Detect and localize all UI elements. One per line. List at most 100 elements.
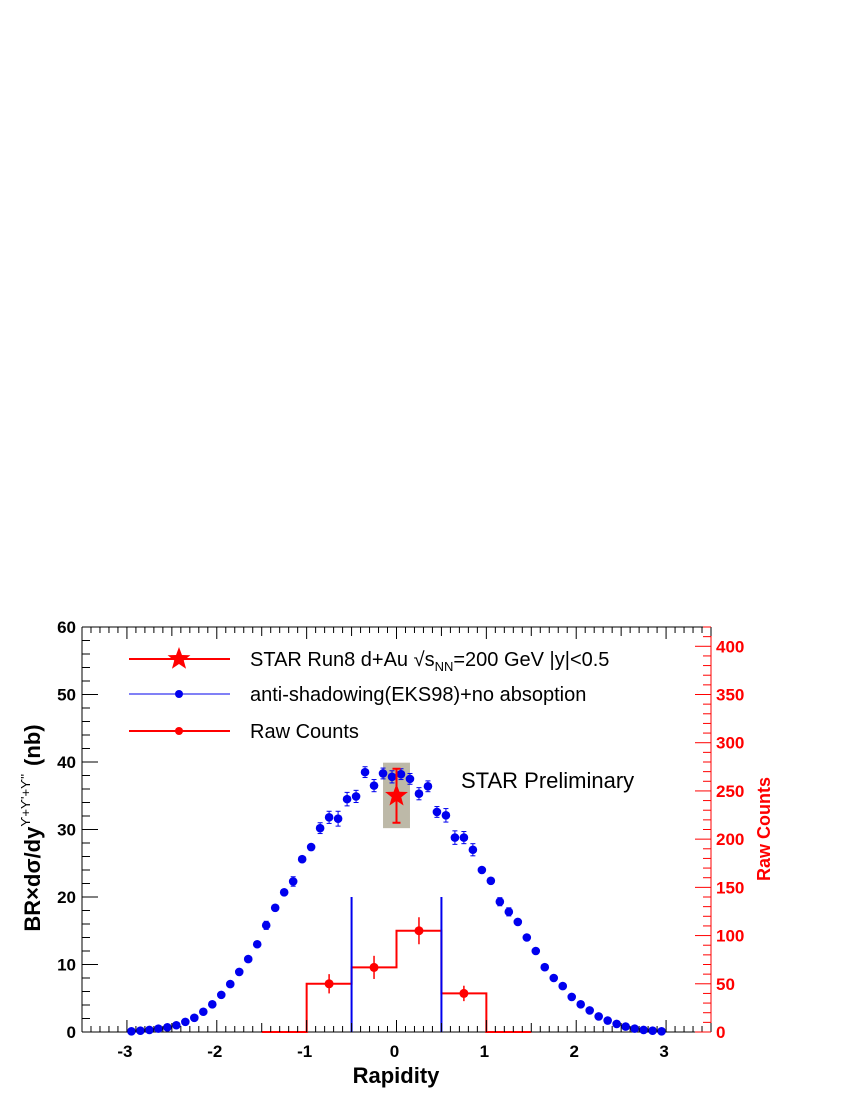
model-point xyxy=(450,833,460,842)
model-point xyxy=(333,814,343,823)
model-point xyxy=(459,833,469,842)
model-point xyxy=(243,954,253,964)
model-point xyxy=(558,981,568,991)
model-point xyxy=(549,973,559,983)
legend-marker-star xyxy=(167,647,191,669)
model-point xyxy=(468,845,478,855)
y2-tick-label: 250 xyxy=(716,782,744,801)
raw-counts-point xyxy=(369,962,379,972)
model-point xyxy=(172,1020,181,1030)
model-point xyxy=(639,1025,648,1035)
model-point xyxy=(288,877,298,886)
annotation-star-preliminary: STAR Preliminary xyxy=(461,768,634,793)
model-point xyxy=(495,897,505,907)
model-point xyxy=(163,1022,172,1032)
model-point xyxy=(648,1026,657,1035)
model-point xyxy=(351,792,361,801)
y2-tick-label: 50 xyxy=(716,975,735,994)
model-series xyxy=(127,766,666,1036)
legend-marker-raw xyxy=(175,727,183,735)
x-tick-label: 0 xyxy=(390,1042,399,1061)
y2-tick-label: 200 xyxy=(716,830,744,849)
raw-counts-point xyxy=(324,979,334,989)
raw-counts-histogram xyxy=(261,917,532,1033)
y-tick-label: 50 xyxy=(57,686,76,705)
model-point xyxy=(199,1007,208,1017)
model-point xyxy=(432,807,442,817)
axes: -3 -2 -1 0 1 2 3010203040506005010015020025030… xyxy=(57,618,744,1061)
x-tick-label: -1 xyxy=(297,1042,312,1061)
x-tick-label: 1 xyxy=(480,1042,489,1061)
model-point xyxy=(405,774,415,784)
y-tick-label: 60 xyxy=(57,618,76,637)
model-point xyxy=(261,921,271,930)
y2-tick-label: 400 xyxy=(716,637,744,656)
model-point xyxy=(612,1019,621,1029)
star-point xyxy=(385,783,408,806)
model-point xyxy=(513,917,523,927)
x-tick-label: 3 xyxy=(659,1042,668,1061)
y2-tick-label: 0 xyxy=(716,1023,725,1042)
model-point xyxy=(387,772,397,782)
model-point xyxy=(181,1017,190,1027)
model-point xyxy=(621,1022,630,1031)
model-point xyxy=(342,794,352,804)
rapidity-window-lines xyxy=(350,897,443,1032)
legend-label-star: STAR Run8 d+Au √sNN=200 GeV |y|<0.5 xyxy=(250,649,609,674)
y2-tick-label: 350 xyxy=(716,686,744,705)
raw-counts-histogram-line xyxy=(261,929,532,1033)
raw-counts-point xyxy=(414,926,424,936)
model-point xyxy=(216,990,226,1000)
legend-label-model: anti-shadowing(EKS98)+no absoption xyxy=(250,684,586,706)
model-point xyxy=(270,903,280,913)
y-axis-label-unit: (nb) xyxy=(20,724,45,766)
model-point xyxy=(306,842,316,852)
model-point xyxy=(190,1013,199,1023)
model-point xyxy=(657,1027,666,1036)
model-point xyxy=(378,769,388,778)
y-tick-label: 40 xyxy=(57,753,76,772)
model-point xyxy=(486,876,496,886)
model-point xyxy=(207,1000,217,1009)
model-point xyxy=(234,967,244,977)
model-point xyxy=(396,769,406,779)
model-point xyxy=(252,939,262,949)
legend-marker-model xyxy=(175,690,183,698)
model-point xyxy=(540,962,550,972)
model-point xyxy=(567,992,577,1002)
model-point xyxy=(504,907,514,917)
y-tick-label: 30 xyxy=(57,821,76,840)
model-point xyxy=(477,865,487,875)
model-point xyxy=(531,946,541,956)
model-point xyxy=(369,781,379,790)
model-point xyxy=(154,1024,163,1033)
y2-axis-label: Raw Counts xyxy=(754,777,774,881)
y2-tick-label: 150 xyxy=(716,878,744,897)
model-point xyxy=(585,1006,594,1015)
y-tick-label: 0 xyxy=(67,1023,76,1042)
svg-text:BR×dσ/dyϒ+ϒ'+ϒ''(nb): BR×dσ/dyϒ+ϒ'+ϒ'' (nb) xyxy=(18,724,45,931)
model-point xyxy=(441,811,451,820)
raw-counts-point xyxy=(459,988,469,998)
y-tick-label: 10 xyxy=(57,956,76,975)
y-axis-label: BR×dσ/dyϒ+ϒ'+ϒ'' (nb) xyxy=(18,724,45,931)
star-measurement xyxy=(385,767,408,824)
legend-label-raw: Raw Counts xyxy=(250,721,359,743)
y-axis-label-main: BR×dσ/dy xyxy=(20,826,45,932)
y-tick-label: 20 xyxy=(57,888,76,907)
model-point xyxy=(630,1024,639,1033)
y2-tick-label: 100 xyxy=(716,927,744,946)
x-tick-label: 2 xyxy=(569,1042,578,1061)
model-point xyxy=(423,782,433,791)
model-point xyxy=(594,1012,603,1021)
x-tick-label: -2 xyxy=(207,1042,222,1061)
model-point xyxy=(576,1000,586,1009)
model-point xyxy=(279,887,289,897)
y2-tick-label: 300 xyxy=(716,734,744,753)
model-point xyxy=(297,854,307,864)
model-point xyxy=(145,1025,154,1035)
model-point xyxy=(136,1026,145,1035)
x-tick-label: -3 xyxy=(117,1042,132,1061)
x-axis-label: Rapidity xyxy=(353,1063,441,1088)
